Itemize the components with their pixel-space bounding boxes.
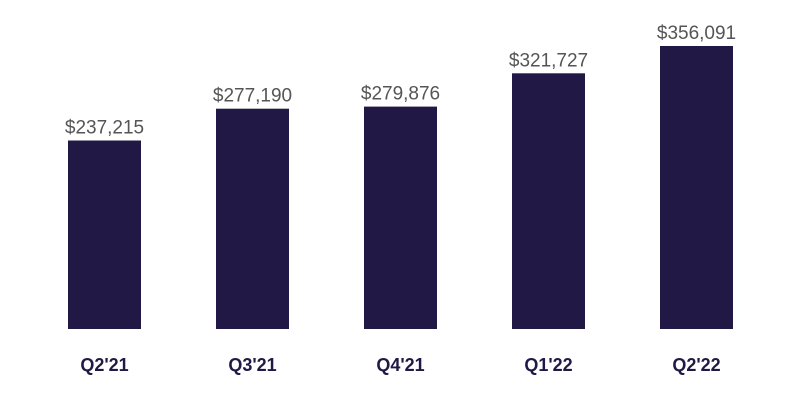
- data-label-3: $321,727: [509, 50, 588, 71]
- data-label-1: $277,190: [213, 86, 292, 107]
- data-label-2: $279,876: [361, 84, 440, 105]
- bar-3: [512, 73, 585, 329]
- category-labels-layer: Q2'21 Q3'21 Q4'21 Q1'22 Q2'22: [80, 355, 720, 375]
- bar-0: [68, 140, 141, 329]
- x-tick-label-1: Q3'21: [228, 355, 276, 375]
- data-label-4: $356,091: [657, 23, 736, 44]
- x-tick-label-0: Q2'21: [80, 355, 128, 375]
- x-tick-label-2: Q4'21: [376, 355, 424, 375]
- bar-2: [364, 106, 437, 329]
- bars-layer: [68, 46, 733, 329]
- data-label-0: $237,215: [65, 118, 144, 139]
- value-labels-layer: $237,215 $277,190 $279,876 $321,727 $356,091: [65, 23, 736, 139]
- bar-4: [660, 46, 733, 329]
- x-tick-label-4: Q2'22: [672, 355, 720, 375]
- bar-1: [216, 108, 289, 329]
- x-tick-label-3: Q1'22: [524, 355, 572, 375]
